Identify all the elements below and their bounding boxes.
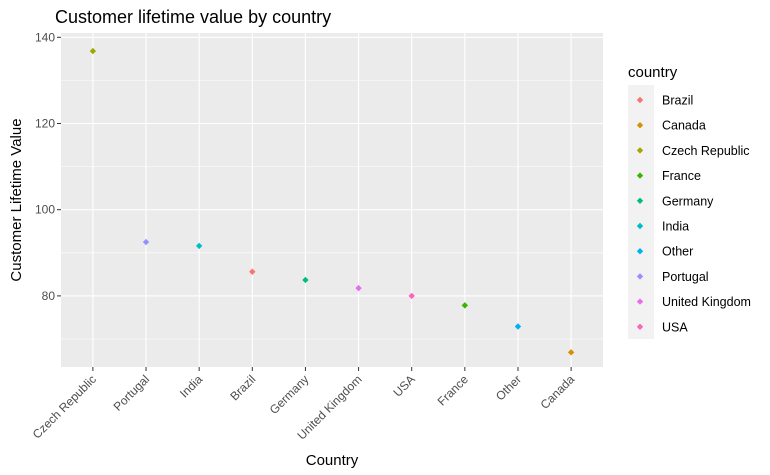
y-tick-label: 80 — [42, 289, 56, 303]
x-tick-label: India — [177, 372, 206, 401]
y-tick-label: 140 — [35, 30, 55, 44]
legend-label: USA — [662, 320, 688, 334]
legend-label: United Kingdom — [662, 295, 751, 309]
legend-label: Canada — [662, 119, 706, 133]
legend-key — [636, 172, 644, 179]
legend: country Brazil Canada Czech Republic France… — [628, 64, 751, 339]
legend-key — [636, 222, 644, 230]
y-axis: 80 100 120 140 — [35, 30, 61, 303]
data-point — [249, 268, 256, 275]
x-tick-label: Brazil — [227, 372, 258, 403]
legend-title: country — [628, 64, 678, 81]
legend-key — [636, 147, 644, 154]
data-point — [195, 242, 203, 250]
legend-key — [636, 298, 644, 305]
x-tick-label: Other — [493, 372, 524, 403]
legend-label: Other — [662, 245, 693, 259]
data-point — [142, 238, 150, 246]
legend-key — [636, 273, 644, 280]
data-point — [514, 323, 522, 330]
y-axis-title: Customer Lifetime Value — [8, 118, 25, 281]
data-point — [461, 302, 469, 309]
data-point — [355, 284, 362, 292]
legend-key — [636, 122, 644, 129]
chart-title: Customer lifetime value by country — [55, 7, 331, 27]
grid-lines — [61, 33, 603, 367]
y-tick-label: 100 — [35, 203, 55, 217]
data-point — [302, 276, 309, 284]
x-tick-label: Portugal — [111, 372, 153, 414]
legend-label: Portugal — [662, 270, 709, 284]
legend-label: Czech Republic — [662, 144, 750, 158]
x-axis: Czech Republic Portugal India Brazil Germany… — [30, 367, 578, 443]
x-tick-label: Czech Republic — [30, 372, 99, 441]
legend-key — [636, 96, 644, 104]
x-tick-label: France — [435, 372, 472, 409]
data-point — [89, 47, 97, 55]
legend-items: Brazil Canada Czech Republic France Germany I… — [628, 85, 751, 339]
data-point — [567, 349, 575, 356]
plot-panel — [61, 33, 603, 367]
legend-key — [636, 248, 644, 255]
legend-key — [636, 323, 644, 330]
legend-key — [636, 197, 644, 204]
legend-label: India — [662, 220, 689, 234]
x-axis-title: Country — [306, 452, 359, 469]
y-tick-label: 120 — [35, 117, 55, 131]
legend-label: Brazil — [662, 94, 693, 108]
data-point — [408, 292, 415, 300]
data-points — [89, 47, 575, 356]
x-tick-label: Canada — [538, 372, 578, 412]
legend-label: France — [662, 169, 701, 183]
x-tick-label: USA — [390, 372, 417, 399]
x-tick-label: Germany — [267, 372, 312, 417]
legend-label: Germany — [662, 194, 714, 208]
